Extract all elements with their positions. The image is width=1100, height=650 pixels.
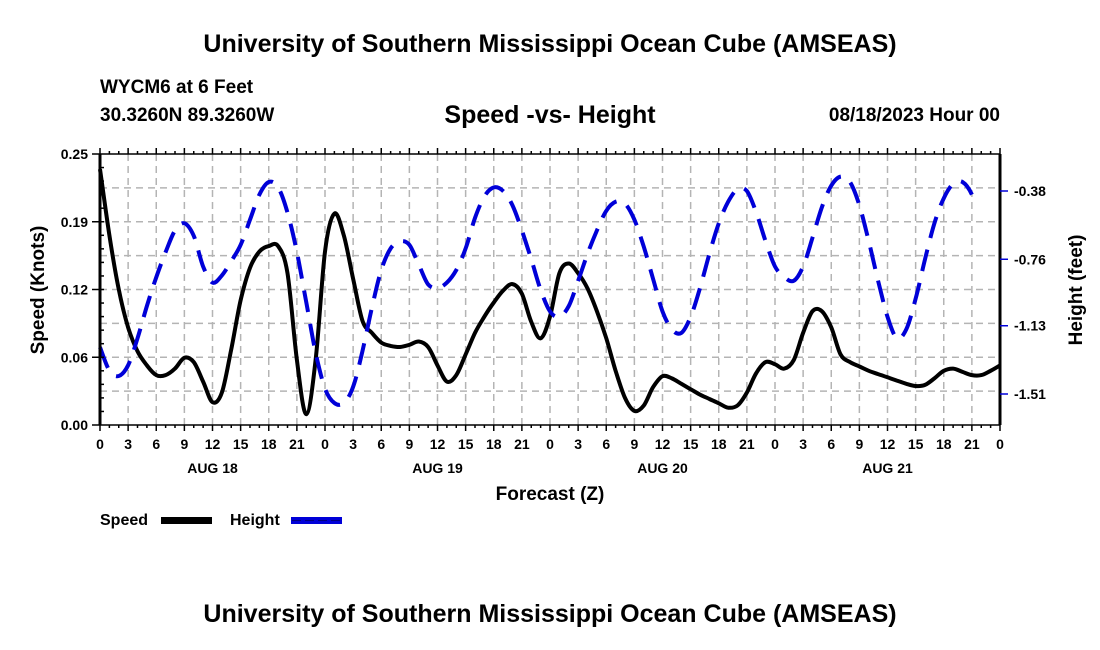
x-tick-label: 0 (771, 436, 779, 452)
station-label: WYCM6 at 6 Feet (100, 77, 254, 98)
x-tick-label: 3 (124, 436, 132, 452)
legend: Speed Height (100, 512, 342, 529)
x-tick-label: 12 (655, 436, 671, 452)
x-tick-label: 0 (996, 436, 1004, 452)
x-tick-label: 12 (430, 436, 446, 452)
x-tick-label: 15 (683, 436, 699, 452)
day-label: AUG 18 (187, 460, 238, 476)
series-line-height (98, 174, 974, 407)
day-label: AUG 19 (412, 460, 463, 476)
x-tick-label: 12 (880, 436, 896, 452)
chart-title: Speed -vs- Height (444, 101, 656, 129)
x-tick-label: 6 (377, 436, 385, 452)
x-tick-label: 3 (799, 436, 807, 452)
coordinates-label: 30.3260N 89.3260W (100, 105, 275, 126)
series-line-speed (98, 168, 1001, 417)
x-tick-label: 6 (602, 436, 610, 452)
x-tick-label: 9 (180, 436, 188, 452)
x-tick-label: 9 (630, 436, 638, 452)
y2-tick-label: -0.38 (1014, 183, 1046, 199)
x-tick-label: 21 (739, 436, 755, 452)
x-tick-label: 18 (261, 436, 277, 452)
x-tick-label: 18 (486, 436, 502, 452)
x-tick-label: 6 (827, 436, 835, 452)
x-tick-label: 6 (152, 436, 160, 452)
y-tick-label: 0.12 (61, 282, 88, 298)
x-tick-label: 15 (908, 436, 924, 452)
y2-tick-label: -0.76 (1014, 251, 1046, 267)
y-axis-title: Speed (Knots) (28, 226, 49, 355)
y-tick-label: 0.06 (61, 349, 88, 365)
y-tick-label: 0.19 (61, 214, 88, 230)
legend-label-height: Height (230, 512, 280, 529)
y-axis-right: -0.38 -0.76 -1.13 -1.51 (1000, 183, 1046, 402)
x-tick-label: 3 (349, 436, 357, 452)
day-label: AUG 21 (862, 460, 913, 476)
day-label: AUG 20 (637, 460, 688, 476)
x-tick-label: 15 (458, 436, 474, 452)
bottom-title: University of Southern Mississippi Ocean… (203, 600, 897, 628)
x-tick-label: 0 (546, 436, 554, 452)
x-tick-label: 21 (289, 436, 305, 452)
y-tick-label: 0.25 (61, 146, 88, 162)
y2-tick-label: -1.13 (1014, 318, 1046, 334)
y-tick-label: 0.00 (61, 417, 88, 433)
y2-axis-title: Height (feet) (1066, 235, 1087, 346)
grid (100, 154, 1000, 425)
x-tick-label: 21 (514, 436, 530, 452)
x-axis: 0 3 6 9 12 15 18 21 0 3 6 9 12 15 18 21 0 3 6 9 12 15 18 21 0 3 6 9… (96, 148, 1004, 476)
x-tick-label: 9 (405, 436, 413, 452)
forecast-datetime: 08/18/2023 Hour 00 (828, 105, 1000, 126)
legend-swatch-height (291, 517, 342, 524)
x-tick-label: 0 (321, 436, 329, 452)
x-tick-label: 12 (205, 436, 221, 452)
x-tick-label: 18 (711, 436, 727, 452)
top-title: University of Southern Mississippi Ocean… (203, 30, 897, 58)
x-tick-label: 0 (96, 436, 104, 452)
y-axis-left: 0.00 0.06 0.12 0.19 0.25 (61, 146, 104, 433)
y2-tick-label: -1.51 (1014, 386, 1046, 402)
x-axis-title: Forecast (Z) (496, 484, 605, 505)
x-tick-label: 18 (936, 436, 952, 452)
x-tick-label: 15 (233, 436, 249, 452)
legend-label-speed: Speed (100, 512, 148, 529)
x-tick-label: 3 (574, 436, 582, 452)
x-tick-label: 21 (964, 436, 980, 452)
legend-swatch-speed (161, 517, 212, 524)
x-tick-label: 9 (855, 436, 863, 452)
